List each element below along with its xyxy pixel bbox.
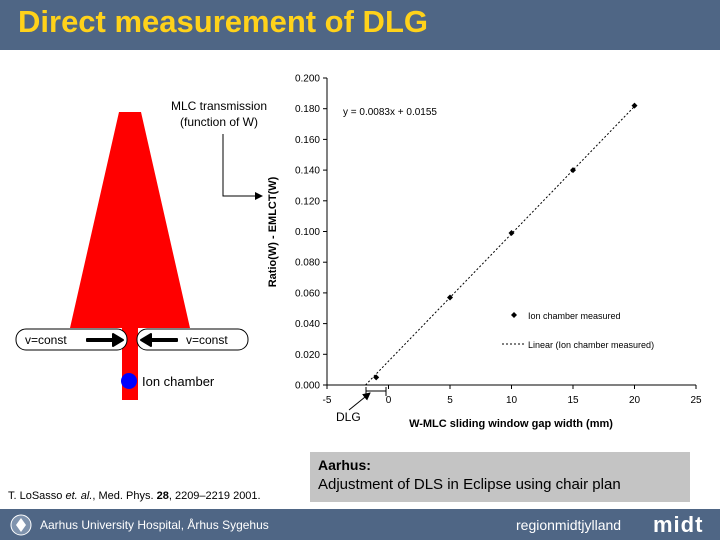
mlc-leaf-right	[136, 328, 249, 351]
data-point	[570, 167, 576, 174]
university-seal-icon	[10, 514, 32, 536]
v-const-left-label: v=const	[25, 333, 67, 347]
reference-citation: T. LoSasso et. al., Med. Phys. 28, 2209–…	[8, 490, 261, 502]
footer-midt-logo: midt	[653, 512, 704, 537]
mlc-leaf-left	[15, 328, 128, 351]
beam-trapezoid	[70, 112, 190, 328]
y-tick-label: 0.180	[295, 104, 320, 115]
x-axis-label: W-MLC sliding window gap width (mm)	[409, 418, 613, 430]
ref-etal: et. al.	[65, 490, 93, 502]
data-point	[631, 102, 638, 109]
diagram-and-chart: v=const v=const Ion chamber MLC transmis…	[15, 74, 702, 431]
v-const-right-label: v=const	[186, 333, 228, 347]
ion-chamber-label: Ion chamber	[142, 374, 215, 389]
arrow-left-icon	[140, 333, 178, 347]
ion-chamber-dot	[121, 373, 137, 389]
footer-region-name: regionmidtjylland	[516, 517, 622, 533]
ref-volume: 28	[156, 490, 169, 502]
aarhus-info-box: Aarhus: Adjustment of DLS in Eclipse usi…	[310, 452, 690, 502]
dlg-label: DLG	[336, 410, 361, 424]
title-bar: Direct measurement of DLG	[0, 0, 720, 50]
chart: 0.000 0.020 0.040 0.060 0.080 0.100 0.120 0.140…	[267, 74, 702, 431]
y-tick-label: 0.160	[295, 135, 320, 146]
x-tick-label: 25	[690, 395, 702, 406]
legend: Ion chamber measured Linear (Ion chamber…	[502, 311, 654, 350]
ref-pages: , 2209–2219 2001.	[168, 490, 261, 502]
x-tick-label: 0	[386, 395, 392, 406]
dlg-pointer	[348, 392, 371, 411]
x-tick-label: 20	[629, 395, 641, 406]
mlc-transmission-label: MLC transmission	[171, 99, 267, 113]
data-point	[373, 374, 380, 381]
legend-label-measured: Ion chamber measured	[528, 311, 621, 321]
mlc-label-arrow	[222, 134, 263, 200]
y-tick-label: 0.060	[295, 288, 320, 299]
arrow-right-icon	[86, 333, 124, 347]
aarhus-body: Adjustment of DLS in Eclipse using chair…	[318, 476, 621, 493]
fit-line	[365, 106, 635, 386]
y-tick-label: 0.000	[295, 381, 320, 392]
y-tick-label: 0.100	[295, 227, 320, 238]
y-tick-label: 0.020	[295, 350, 320, 361]
data-point	[508, 230, 515, 237]
footer-bar: Aarhus University Hospital, Århus Sygehu…	[0, 509, 720, 540]
y-tick-label: 0.040	[295, 319, 320, 330]
x-tick-label: 10	[506, 395, 518, 406]
aarhus-heading: Aarhus:	[318, 457, 371, 473]
x-tick-label: 15	[567, 395, 579, 406]
data-point	[447, 294, 453, 301]
slide-title: Direct measurement of DLG	[18, 4, 428, 39]
x-tick-label: 5	[447, 395, 453, 406]
x-tick-label: -5	[323, 395, 332, 406]
ref-journal: , Med. Phys.	[92, 490, 157, 502]
y-tick-label: 0.080	[295, 258, 320, 269]
ref-authors: T. LoSasso	[8, 490, 66, 502]
y-tick-label: 0.200	[295, 74, 320, 85]
legend-marker	[511, 312, 517, 318]
footer-hospital-name: Aarhus University Hospital, Århus Sygehu…	[40, 518, 269, 532]
mlc-function-label: (function of W)	[180, 115, 258, 129]
y-axis-label: Ratio(W) - EMLCT(W)	[267, 176, 279, 287]
y-tick-label: 0.140	[295, 166, 320, 177]
equation-label: y = 0.0083x + 0.0155	[343, 107, 437, 118]
dlg-marker: DLG	[336, 387, 387, 424]
legend-label-linear: Linear (Ion chamber measured)	[528, 340, 654, 350]
y-tick-label: 0.120	[295, 196, 320, 207]
